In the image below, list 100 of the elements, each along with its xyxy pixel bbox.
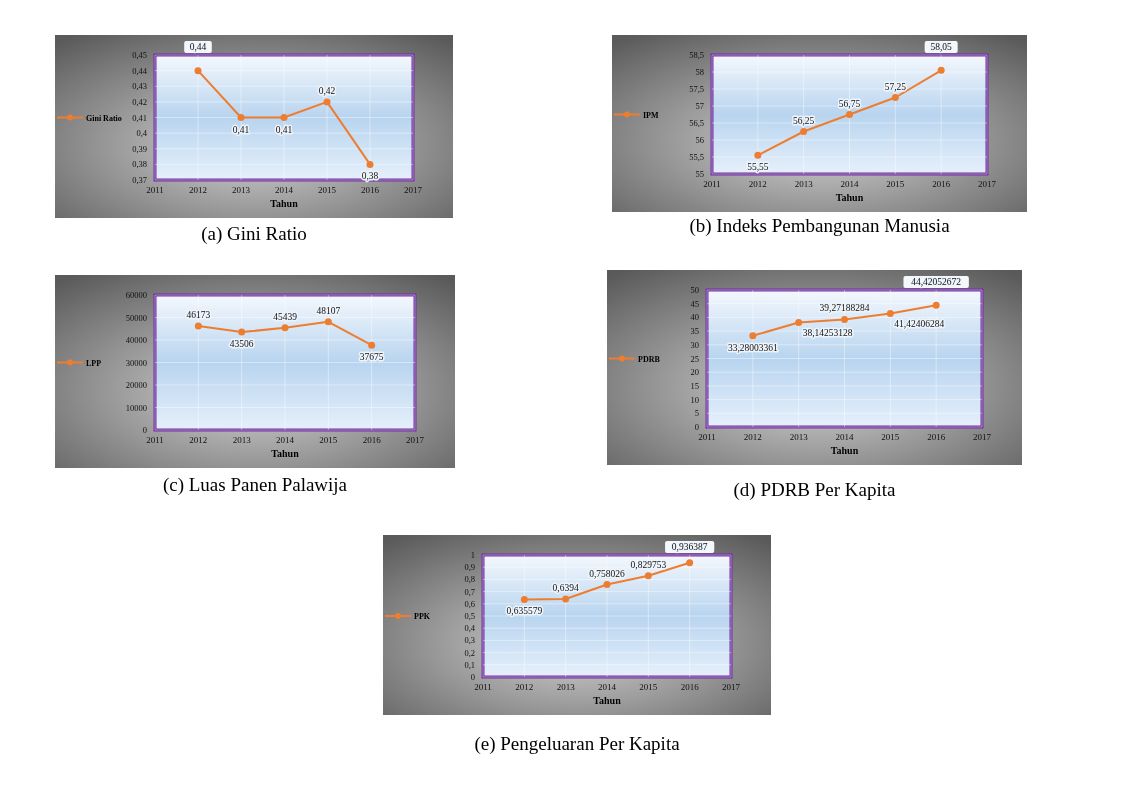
- y-tick-label: 0,4: [136, 128, 148, 139]
- x-tick-label: 2011: [474, 682, 492, 692]
- point: [891, 94, 899, 101]
- legend-label: PPK: [414, 612, 431, 621]
- y-tick-label: 56,5: [689, 118, 704, 128]
- x-axis-title: Tahun: [593, 695, 622, 706]
- x-tick-label: 2012: [743, 432, 762, 442]
- y-tick-label: 0,2: [464, 647, 475, 658]
- y-tick-label: 0,43: [132, 81, 147, 92]
- y-tick-label: 58: [695, 67, 704, 77]
- data-label: 0,635579: [506, 606, 543, 617]
- legend-label: IPM: [643, 110, 659, 120]
- x-tick-label: 2011: [146, 185, 164, 195]
- point: [562, 595, 570, 603]
- y-tick-label: 25: [690, 353, 699, 364]
- x-tick-label: 2016: [680, 682, 700, 692]
- data-label: 0,829753: [630, 559, 667, 570]
- x-tick-label: 2014: [835, 432, 854, 442]
- data-label: 57,25: [884, 81, 907, 92]
- x-tick-label: 2012: [189, 185, 207, 195]
- point: [932, 301, 940, 309]
- data-label: 43506: [229, 339, 254, 350]
- data-label: 44,42052672: [911, 277, 962, 287]
- x-axis-title: Tahun: [270, 198, 299, 209]
- y-tick-label: 0,39: [132, 143, 147, 154]
- y-tick-label: 0: [470, 672, 475, 682]
- data-label: 41,42406284: [894, 319, 945, 330]
- y-tick-label: 0,45: [132, 50, 147, 60]
- point: [846, 111, 853, 118]
- x-tick-label: 2013: [232, 435, 252, 445]
- point: [280, 114, 288, 121]
- point: [237, 114, 245, 121]
- point: [754, 151, 762, 159]
- text: (a) Gini Ratio: [201, 223, 307, 245]
- y-tick-label: 20: [690, 367, 699, 378]
- y-tick-label: 50: [690, 285, 699, 295]
- y-tick-label: 0,8: [464, 574, 475, 585]
- data-label: 0,38: [361, 171, 379, 182]
- y-tick-label: 0,5: [464, 611, 475, 621]
- text: (d) PDRB Per Kapita: [733, 479, 897, 501]
- y-tick-label: 40000: [125, 335, 147, 345]
- point: [800, 128, 808, 135]
- text: (e) Pengeluaran Per Kapita: [474, 733, 681, 755]
- x-tick-label: 2014: [276, 435, 295, 445]
- x-tick-label: 2012: [748, 179, 767, 189]
- y-tick-label: 0,9: [464, 562, 475, 573]
- point: [886, 310, 894, 317]
- legend-label: PDRB: [638, 354, 661, 364]
- y-tick-label: 0: [142, 425, 147, 435]
- x-tick-label: 2015: [886, 179, 905, 189]
- y-tick-label: 10: [690, 394, 699, 405]
- x-tick-label: 2016: [362, 435, 382, 445]
- x-axis-title: Tahun: [835, 192, 864, 203]
- point: [644, 572, 652, 580]
- data-label: 33,28003361: [727, 342, 779, 353]
- point: [368, 341, 376, 349]
- y-tick-label: 40: [690, 312, 699, 323]
- data-label: 0,936387: [671, 542, 708, 552]
- y-tick-label: 0,7: [464, 586, 475, 597]
- text: (b) Indeks Pembangunan Manusia: [689, 215, 951, 237]
- x-tick-label: 2017: [406, 435, 425, 445]
- y-tick-label: 0,38: [132, 159, 147, 170]
- point: [520, 595, 528, 603]
- data-label: 56,25: [792, 115, 815, 126]
- x-tick-label: 2015: [639, 682, 658, 692]
- data-label: 0,41: [275, 124, 293, 135]
- point: [686, 559, 694, 567]
- x-axis-title: Tahun: [830, 445, 859, 456]
- y-tick-label: 45: [690, 298, 699, 309]
- point: [366, 160, 374, 168]
- x-tick-label: 2011: [698, 432, 716, 442]
- x-tick-label: 2017: [973, 432, 992, 442]
- y-tick-label: 0,6: [464, 598, 475, 609]
- y-tick-label: 30: [690, 339, 699, 350]
- point: [281, 324, 289, 332]
- y-tick-label: 55,5: [689, 152, 704, 162]
- y-tick-label: 0,1: [464, 659, 475, 670]
- legend-label: Gini Ratio: [86, 113, 122, 123]
- x-tick-label: 2016: [361, 185, 380, 195]
- y-tick-label: 0: [694, 422, 699, 432]
- y-tick-label: 0,42: [132, 96, 147, 107]
- x-tick-label: 2017: [722, 682, 741, 692]
- data-label: 0,42: [318, 85, 336, 96]
- data-label: 0,44: [189, 42, 207, 52]
- x-tick-label: 2014: [840, 179, 859, 189]
- y-tick-label: 0,41: [132, 112, 147, 123]
- x-tick-label: 2015: [318, 185, 337, 195]
- point: [937, 66, 945, 74]
- x-tick-label: 2013: [794, 179, 814, 189]
- x-tick-label: 2014: [598, 682, 617, 692]
- legend-label: LPP: [86, 358, 102, 368]
- point: [194, 322, 202, 330]
- y-tick-label: 55: [695, 169, 704, 179]
- x-tick-label: 2015: [319, 435, 338, 445]
- y-tick-label: 60000: [125, 290, 147, 300]
- data-label: 48107: [316, 305, 341, 316]
- point: [841, 315, 848, 323]
- data-label: 46173: [186, 310, 211, 321]
- x-tick-label: 2017: [978, 179, 997, 189]
- point: [323, 98, 331, 106]
